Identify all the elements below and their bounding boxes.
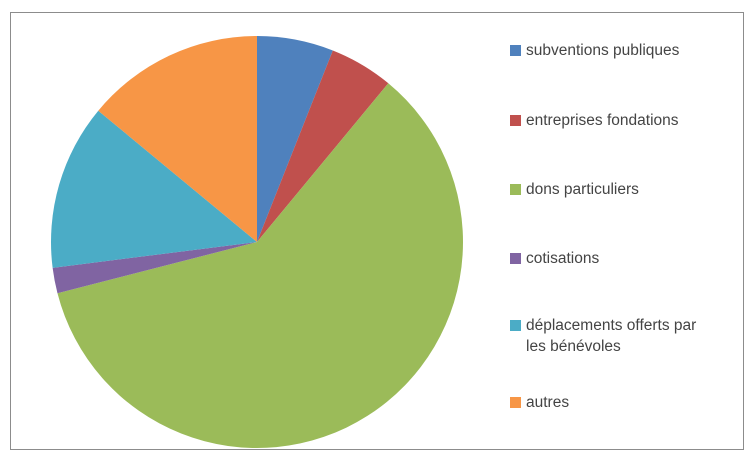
legend-swatch (510, 397, 521, 408)
legend-swatch (510, 45, 521, 56)
legend-swatch (510, 320, 521, 331)
pie-slice (57, 83, 464, 449)
legend-label: autres (526, 394, 570, 411)
pie-slice (51, 110, 258, 268)
legend-entry: dons particuliers (510, 179, 716, 200)
legend-entry: autres (510, 392, 716, 413)
legend-entry: subventions publiques (510, 40, 716, 61)
pie-slice (257, 50, 389, 242)
legend-swatch (510, 184, 521, 195)
pie-slice (98, 36, 258, 242)
legend-entry: cotisations (510, 248, 716, 269)
pie-slice (257, 36, 333, 242)
legend-entry: entreprises fondations (510, 110, 716, 131)
legend-label: subventions publiques (526, 42, 680, 59)
legend-swatch (510, 253, 521, 264)
pie-slice (52, 242, 257, 294)
legend-label: entreprises fondations (526, 112, 679, 129)
legend-entry: déplacements offerts par les bénévoles (510, 315, 716, 357)
legend-label: déplacements offerts par les bénévoles (526, 317, 697, 355)
legend-label: cotisations (526, 250, 600, 267)
chart-frame (10, 12, 744, 450)
legend-label: dons particuliers (526, 181, 639, 198)
legend-swatch (510, 115, 521, 126)
